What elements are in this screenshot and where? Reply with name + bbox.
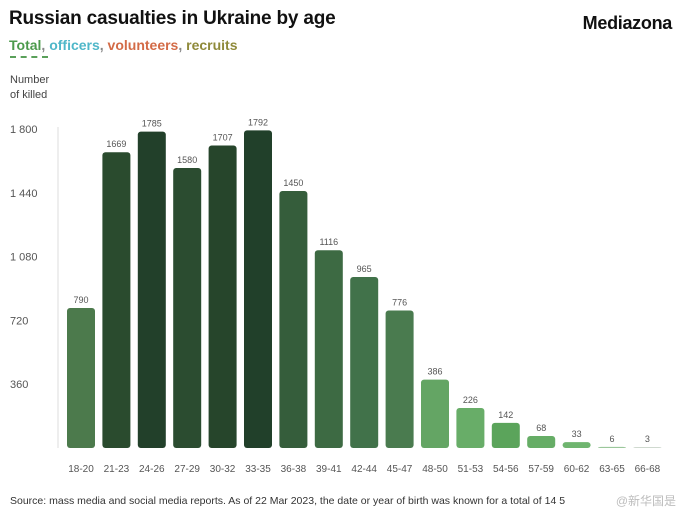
y-tick-label: 1 080 [10,252,38,264]
y-axis-label-line: of killed [10,89,48,101]
bar [67,307,95,448]
legend-separator: , [178,37,187,53]
x-tick-label: 66-68 [635,464,661,475]
data-label: 33 [572,429,582,439]
legend-dash-marker [10,56,48,58]
data-label: 226 [463,395,478,405]
bar [244,130,272,448]
x-tick-label: 42-44 [351,464,377,475]
x-tick-label: 27-29 [174,464,200,475]
bar [279,191,308,448]
y-axis-label: Number of killed [10,73,70,103]
bar [562,442,591,448]
x-tick-label: 21-23 [104,464,130,475]
y-tick-label: 1 800 [10,124,38,136]
x-tick-label: 30-32 [210,464,236,475]
legend-total: Total [9,37,42,53]
data-label: 1792 [248,117,268,127]
bar [456,407,485,448]
data-label: 1785 [142,119,162,129]
bar [527,435,556,448]
legend-separator: , [41,37,50,53]
bar [598,446,626,448]
legend-volunteers: volunteers [107,37,179,53]
chart-title: Russian casualties in Ukraine by age [9,8,336,29]
x-tick-label: 36-38 [281,464,307,475]
x-tick-label: 33-35 [245,464,271,475]
data-label: 1669 [106,139,126,149]
y-tick-label: 720 [10,315,28,327]
watermark: @新华国是 [615,494,676,508]
bar [491,422,520,448]
bar [208,145,237,448]
data-label: 6 [609,434,614,444]
bar [314,250,343,448]
data-label: 3 [645,434,650,444]
x-tick-label: 57-59 [528,464,554,475]
x-tick-label: 45-47 [387,464,413,475]
source-note: Source: mass media and social media repo… [10,495,566,507]
bar [421,379,449,448]
data-label: 776 [392,297,407,307]
data-label: 1450 [283,178,303,188]
bar [137,131,166,449]
y-tick-label: 1 440 [10,188,38,200]
bar [173,167,202,448]
legend-separator: , [99,37,108,53]
x-tick-label: 24-26 [139,464,165,475]
bar [633,447,662,448]
y-tick-label: 360 [10,379,28,391]
x-tick-label: 60-62 [564,464,590,475]
data-label: 68 [536,423,546,433]
data-label: 1707 [213,132,233,142]
x-tick-label: 63-65 [599,464,625,475]
bar [385,310,414,448]
legend-recruits: recruits [186,37,238,53]
data-label: 1116 [319,237,338,247]
x-tick-label: 39-41 [316,464,342,475]
legend-officers: officers [49,37,100,53]
bar [102,152,131,448]
data-label: 142 [498,410,513,420]
x-tick-label: 51-53 [458,464,484,475]
data-label: 790 [73,295,88,305]
data-label: 386 [427,367,442,377]
data-label: 965 [357,264,372,274]
x-tick-label: 18-20 [68,464,94,475]
legend: Total, officers, volunteers, recruits [9,37,238,58]
x-tick-label: 54-56 [493,464,519,475]
x-tick-label: 48-50 [422,464,448,475]
y-axis-label-line: Number [10,74,50,86]
bar [350,276,379,448]
brand-logo: Mediazona [582,13,673,33]
data-label: 1580 [177,155,197,165]
